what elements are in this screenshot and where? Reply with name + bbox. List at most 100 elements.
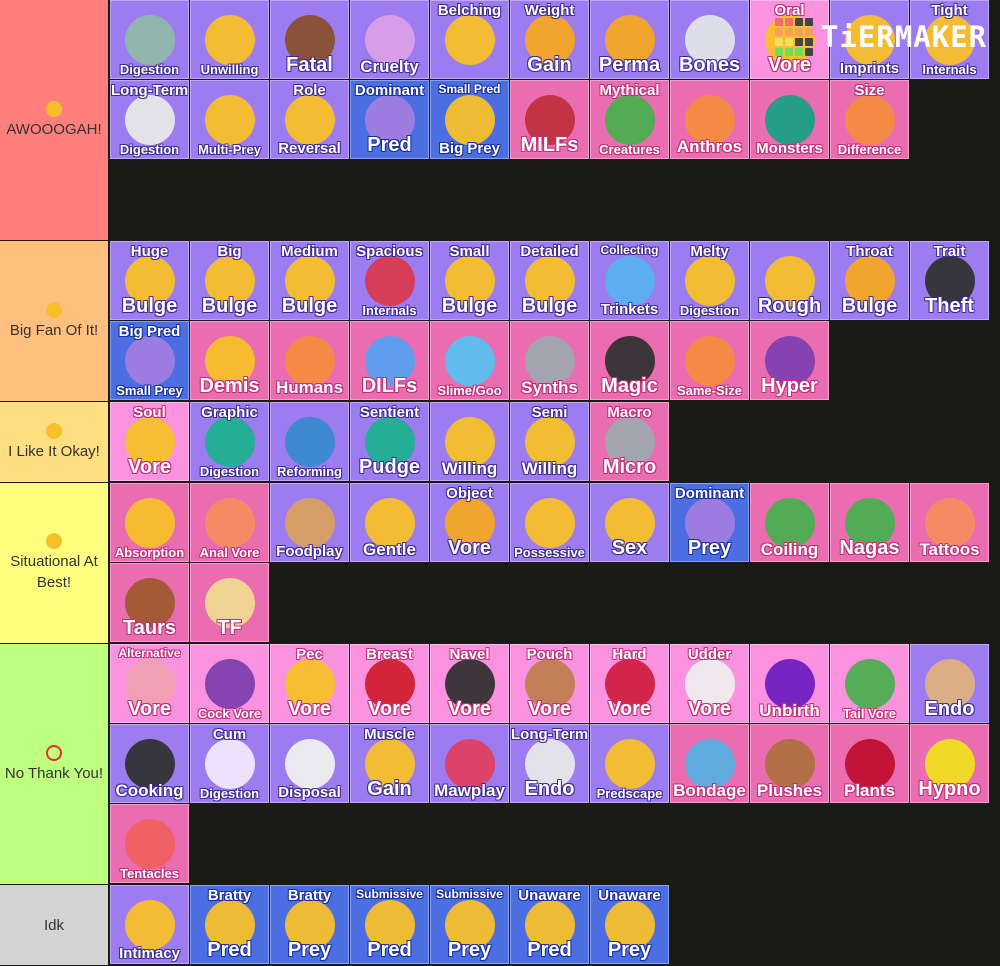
tier-label[interactable]: AWOOOGAH! xyxy=(0,0,110,240)
tier-item[interactable]: Bones xyxy=(670,0,749,79)
tier-item[interactable]: Possessive xyxy=(510,483,589,562)
tier-item[interactable]: Spacious Internals xyxy=(350,241,429,320)
tier-label[interactable]: Situational At Best! xyxy=(0,483,110,643)
tier-item[interactable]: Dominant Pred xyxy=(350,80,429,159)
tier-item[interactable]: Disposal xyxy=(270,724,349,803)
tier-item[interactable]: Bondage xyxy=(670,724,749,803)
tier-item[interactable]: Perma xyxy=(590,0,669,79)
tier-item[interactable]: Sentient Pudge xyxy=(350,402,429,481)
tier-item[interactable]: Weight Gain xyxy=(510,0,589,79)
tier-item[interactable]: Medium Bulge xyxy=(270,241,349,320)
tier-item[interactable]: Navel Vore xyxy=(430,644,509,723)
tier-label[interactable]: Idk xyxy=(0,885,110,965)
tier-item[interactable]: Unaware Pred xyxy=(510,885,589,964)
tier-item[interactable]: Hypno xyxy=(910,724,989,803)
tier-item[interactable]: Long-Term Endo xyxy=(510,724,589,803)
tier-item[interactable]: Submissive Pred xyxy=(350,885,429,964)
grinning-face-icon xyxy=(46,301,62,318)
tier-item[interactable]: Slime/Goo xyxy=(430,321,509,400)
tier-item[interactable]: Detailed Bulge xyxy=(510,241,589,320)
tier-item-bottom-label: Pudge xyxy=(358,456,421,478)
tier-item[interactable]: Alternative Vore xyxy=(110,644,189,723)
tier-item[interactable]: Soul Vore xyxy=(110,402,189,481)
tier-item[interactable]: Hyper xyxy=(750,321,829,400)
tier-item[interactable]: Taurs xyxy=(110,563,189,642)
tier-item[interactable]: Gentle xyxy=(350,483,429,562)
tier-item[interactable]: Plants xyxy=(830,724,909,803)
tier-item[interactable]: Big Pred Small Prey xyxy=(110,321,189,400)
tier-item[interactable]: Hard Vore xyxy=(590,644,669,723)
tier-label[interactable]: Big Fan Of It! xyxy=(0,241,110,401)
tier-item[interactable]: Long-Term Digestion xyxy=(110,80,189,159)
tier-item[interactable]: Graphic Digestion xyxy=(190,402,269,481)
tier-item[interactable]: Tight Internals xyxy=(910,0,989,79)
tier-item[interactable]: Melty Digestion xyxy=(670,241,749,320)
tier-item[interactable]: Dominant Prey xyxy=(670,483,749,562)
tier-item[interactable]: Absorption xyxy=(110,483,189,562)
tier-item[interactable]: Udder Vore xyxy=(670,644,749,723)
tier-item[interactable]: Small Bulge xyxy=(430,241,509,320)
tier-item[interactable]: Same-Size xyxy=(670,321,749,400)
tier-item[interactable]: Macro Micro xyxy=(590,402,669,481)
tier-item[interactable]: Magic xyxy=(590,321,669,400)
tier-item[interactable]: Mythical Creatures xyxy=(590,80,669,159)
tier-item[interactable]: Huge Bulge xyxy=(110,241,189,320)
tier-item[interactable]: Cooking xyxy=(110,724,189,803)
tier-item[interactable]: Anthros xyxy=(670,80,749,159)
tier-item[interactable]: Semi Willing xyxy=(510,402,589,481)
tier-item[interactable]: Tail Vore xyxy=(830,644,909,723)
tier-item[interactable]: Muscle Gain xyxy=(350,724,429,803)
tier-item[interactable]: Tattoos xyxy=(910,483,989,562)
tier-label[interactable]: No Thank You! xyxy=(0,644,110,884)
tier-item[interactable]: Nagas xyxy=(830,483,909,562)
tier-item[interactable]: Cum Digestion xyxy=(190,724,269,803)
tier-item[interactable]: MILFs xyxy=(510,80,589,159)
tier-item[interactable]: Big Bulge xyxy=(190,241,269,320)
devil-and-face-icon xyxy=(125,336,175,386)
tier-item[interactable]: Small Pred Big Prey xyxy=(430,80,509,159)
tier-item[interactable]: Unaware Prey xyxy=(590,885,669,964)
tier-item[interactable]: Digestion xyxy=(110,0,189,79)
tier-item[interactable]: Anal Vore xyxy=(190,483,269,562)
tier-item[interactable]: Unwilling xyxy=(190,0,269,79)
tier-item[interactable]: Tentacles xyxy=(110,804,189,883)
tier-item[interactable]: Sex xyxy=(590,483,669,562)
tier-item[interactable]: Belching xyxy=(430,0,509,79)
tier-item[interactable]: Trait Theft xyxy=(910,241,989,320)
tier-item[interactable]: Bratty Prey xyxy=(270,885,349,964)
tier-item[interactable]: Multi-Prey xyxy=(190,80,269,159)
tier-item[interactable]: Synths xyxy=(510,321,589,400)
tier-item[interactable]: Pouch Vore xyxy=(510,644,589,723)
tier-item[interactable]: Endo xyxy=(910,644,989,723)
tier-item[interactable]: Throat Bulge xyxy=(830,241,909,320)
tier-item[interactable]: Coiling xyxy=(750,483,829,562)
tier-item[interactable]: Size Difference xyxy=(830,80,909,159)
tier-item[interactable]: Unbirth xyxy=(750,644,829,723)
tier-item[interactable]: Monsters xyxy=(750,80,829,159)
tier-item[interactable]: Intimacy xyxy=(110,885,189,964)
tier-item[interactable]: Plushes xyxy=(750,724,829,803)
tier-item[interactable]: Submissive Prey xyxy=(430,885,509,964)
tier-item[interactable]: Bratty Pred xyxy=(190,885,269,964)
tier-item[interactable]: Role Reversal xyxy=(270,80,349,159)
tier-item[interactable]: Collecting Trinkets xyxy=(590,241,669,320)
tier-item[interactable]: Imprints xyxy=(830,0,909,79)
tier-item[interactable]: Humans xyxy=(270,321,349,400)
tier-item[interactable]: Cruelty xyxy=(350,0,429,79)
tier-item[interactable]: Pec Vore xyxy=(270,644,349,723)
tier-item[interactable]: Demis xyxy=(190,321,269,400)
tier-item[interactable]: Mawplay xyxy=(430,724,509,803)
tier-item[interactable]: Willing xyxy=(430,402,509,481)
tier-item[interactable]: Rough xyxy=(750,241,829,320)
tier-item[interactable]: Cock Vore xyxy=(190,644,269,723)
tier-item[interactable]: Fatal xyxy=(270,0,349,79)
tier-item[interactable]: Predscape xyxy=(590,724,669,803)
tier-item[interactable]: TF xyxy=(190,563,269,642)
tier-label[interactable]: I Like It Okay! xyxy=(0,402,110,482)
tier-item[interactable]: Reforming xyxy=(270,402,349,481)
tier-item[interactable]: Breast Vore xyxy=(350,644,429,723)
tier-item[interactable]: Object Vore xyxy=(430,483,509,562)
logo-grid-cell xyxy=(795,28,803,36)
tier-item[interactable]: Foodplay xyxy=(270,483,349,562)
tier-item[interactable]: DILFs xyxy=(350,321,429,400)
